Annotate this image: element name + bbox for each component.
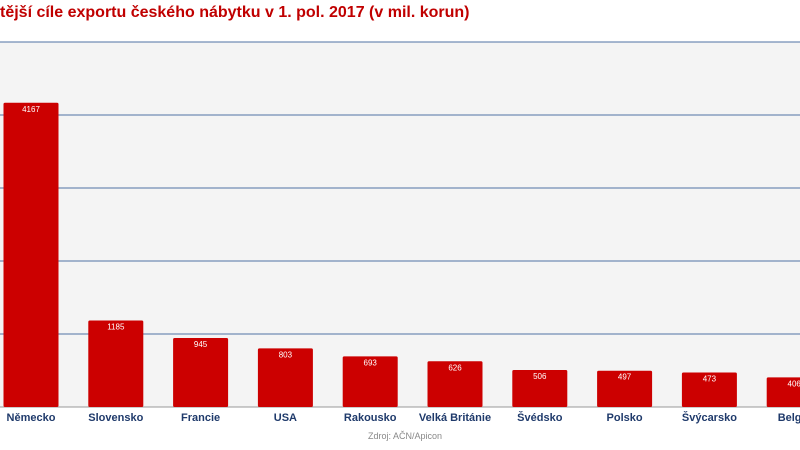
data-label: 693 [364, 358, 378, 367]
data-label: 803 [279, 350, 293, 359]
category-label: Švédsko [517, 411, 563, 424]
category-label: USA [274, 412, 297, 424]
bar [88, 320, 144, 407]
category-label: Francie [181, 412, 220, 424]
data-label: 497 [618, 373, 632, 382]
category-label: Polsko [607, 412, 643, 424]
category-label: Německo [7, 412, 56, 424]
bar [257, 348, 313, 407]
bar [3, 102, 59, 408]
bar [512, 370, 568, 407]
category-label: Švýcarsko [682, 411, 737, 424]
bar [173, 338, 229, 407]
data-label: 506 [533, 372, 547, 381]
bar [766, 377, 800, 407]
category-label: Slovensko [88, 412, 143, 424]
data-label: 473 [703, 374, 717, 383]
bar [342, 356, 398, 407]
data-label: 406 [788, 379, 800, 388]
bar [681, 372, 737, 407]
chart-title: tější cíle exportu českého nábytku v 1. … [0, 4, 470, 21]
data-label: 1185 [107, 322, 125, 331]
bar [427, 361, 483, 407]
data-label: 4167 [22, 105, 40, 114]
source-note: Zdroj: AČN/Apicon [367, 431, 443, 441]
data-label: 945 [194, 340, 208, 349]
data-label: 626 [448, 363, 462, 372]
bar [597, 370, 653, 407]
category-label: Belgie [778, 412, 800, 424]
category-label: Velká Británie [419, 412, 491, 424]
category-label: Rakousko [344, 412, 397, 424]
